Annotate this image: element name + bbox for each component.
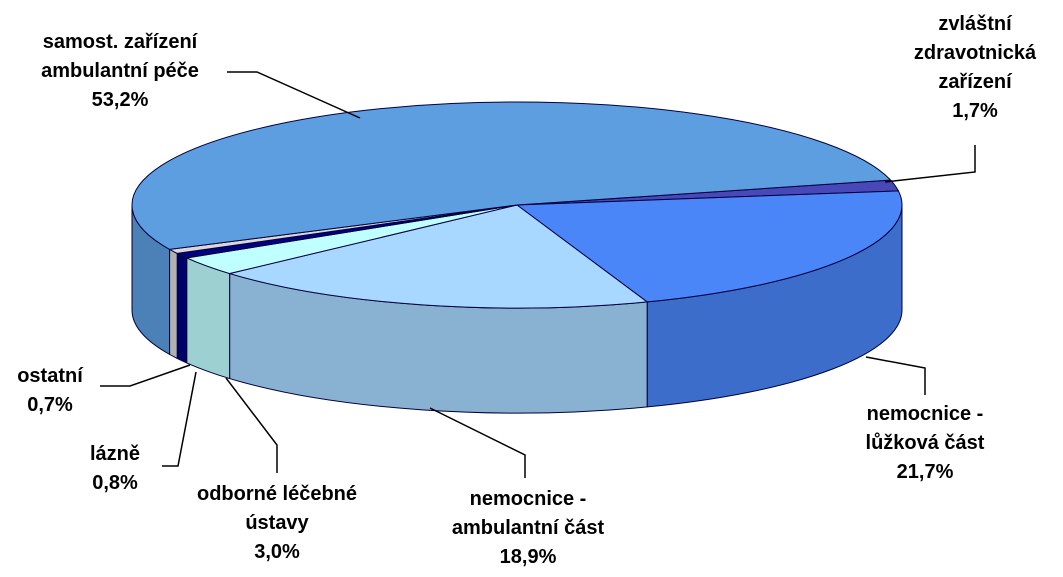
slice-side-shade xyxy=(186,257,230,379)
category-name: ostatní xyxy=(17,365,83,387)
value-label: 0,7% xyxy=(27,394,73,416)
leader-line xyxy=(227,71,361,119)
value-label: 21,7% xyxy=(896,461,954,483)
value-label: 1,7% xyxy=(952,100,998,122)
category-name: samost. zařízení ambulantní péče xyxy=(41,31,199,82)
slice-side-shade xyxy=(169,249,178,359)
slice xyxy=(227,204,649,309)
leader-line xyxy=(884,145,976,183)
slice-label: zvláštní zdravotnická zařízení 1,7% xyxy=(900,10,1050,126)
leader-line xyxy=(225,377,278,473)
slice-side-shade xyxy=(177,253,187,363)
value-label: 18,9% xyxy=(499,546,557,568)
slice-side-shade xyxy=(132,205,170,355)
leader-line xyxy=(162,371,197,467)
slice-side-shade xyxy=(229,273,648,413)
category-name: odborné léčebné ústavy xyxy=(196,483,358,534)
slice-label: samost. zařízení ambulantní péče 53,2% xyxy=(13,28,228,115)
value-label: 0,8% xyxy=(92,472,138,494)
slice xyxy=(515,190,903,303)
slice-label: nemocnice - lůžková část 21,7% xyxy=(840,400,1010,487)
slice-label: ostatní 0,7% xyxy=(0,362,100,420)
slice-side-shade xyxy=(647,205,902,407)
leader-line xyxy=(100,364,191,387)
category-name: nemocnice - lůžková část xyxy=(865,403,985,454)
value-label: 53,2% xyxy=(91,89,149,111)
value-label: 3,0% xyxy=(254,541,300,563)
leader-line xyxy=(429,407,526,478)
category-name: lázně xyxy=(89,443,141,465)
slice-label: odborné léčebné ústavy 3,0% xyxy=(170,480,385,567)
category-name: nemocnice - ambulantní část xyxy=(451,488,605,539)
category-name: zvláštní zdravotnická zařízení xyxy=(913,13,1037,93)
slice-label: nemocnice - ambulantní část 18,9% xyxy=(423,485,633,572)
leader-line xyxy=(865,356,926,395)
slice xyxy=(131,101,892,250)
slice-label: lázně 0,8% xyxy=(75,440,155,498)
